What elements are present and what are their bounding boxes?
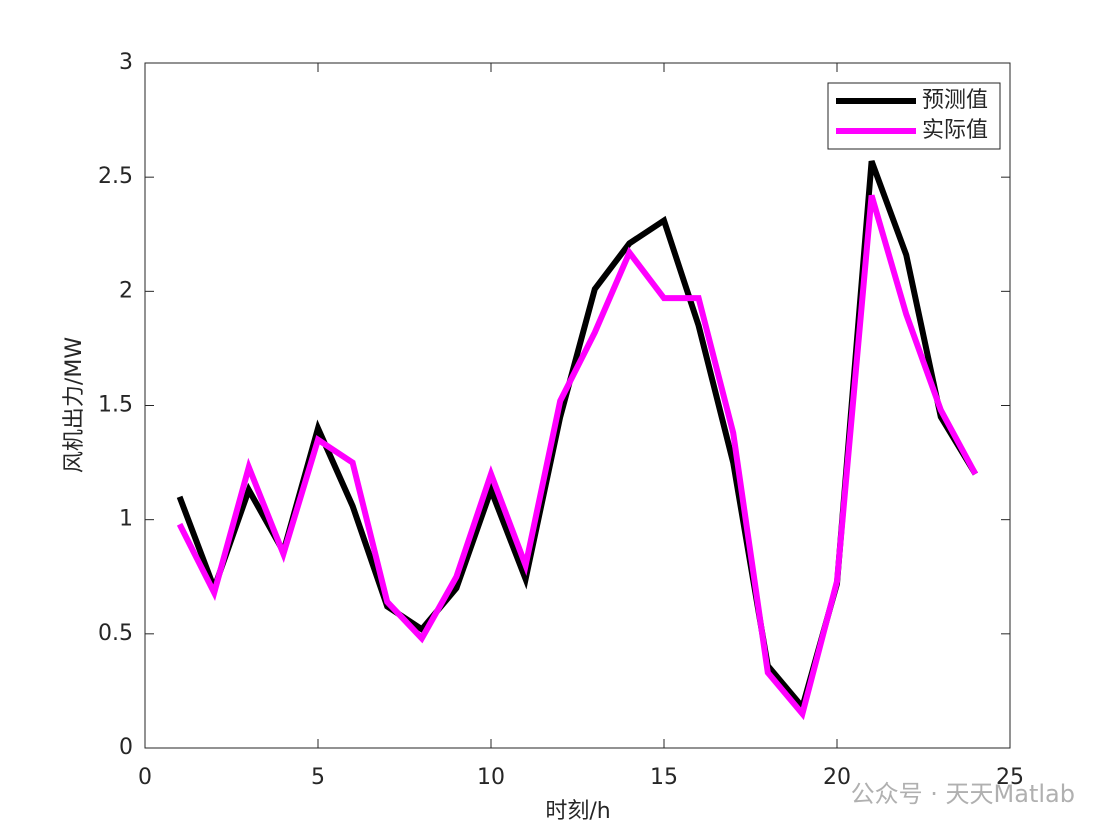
y-tick-label: 0.5	[98, 621, 133, 646]
x-tick-label: 0	[138, 765, 152, 790]
y-tick-label: 3	[119, 50, 133, 75]
legend-label: 预测值	[922, 88, 988, 113]
x-tick-label: 5	[311, 765, 325, 790]
y-tick-label: 2.5	[98, 164, 133, 189]
y-tick-label: 2	[119, 278, 133, 303]
x-tick-label: 15	[650, 765, 678, 790]
series-line	[176, 194, 979, 721]
y-axis-label: 风机出力/MW	[62, 337, 87, 473]
y-tick-label: 1.5	[98, 393, 133, 418]
legend-box	[827, 82, 1001, 150]
legend-label: 实际值	[922, 118, 988, 143]
y-tick-label: 1	[119, 507, 133, 532]
y-tick-label: 0	[119, 735, 133, 760]
x-tick-label: 25	[996, 765, 1024, 790]
x-tick-label: 20	[823, 765, 851, 790]
watermark: 公众号 · 天天Matlab	[851, 780, 1075, 808]
x-axis-label: 时刻/h	[545, 799, 610, 824]
plot-box	[144, 62, 1011, 749]
x-tick-label: 10	[477, 765, 505, 790]
